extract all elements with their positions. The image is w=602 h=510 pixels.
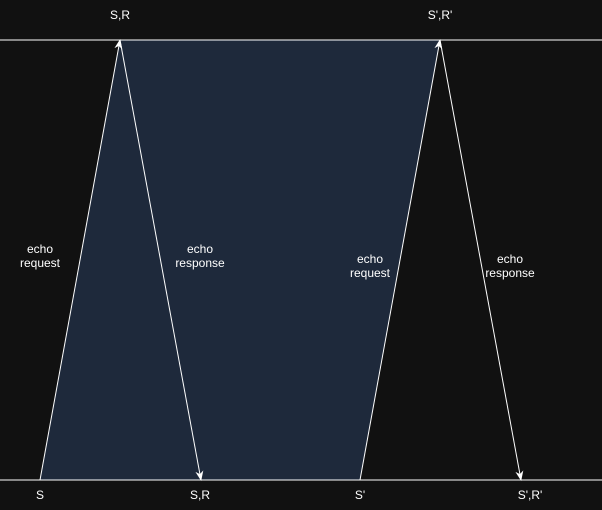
echo-request-label-2: echo request [350, 252, 391, 280]
bottom-label-sr: S,R [190, 488, 210, 502]
echo-response-label-1-line2: response [175, 256, 225, 270]
bottom-label-s-prime: S' [355, 488, 365, 502]
bottom-label-s: S [36, 488, 44, 502]
echo-response-label-2-line2: response [485, 266, 535, 280]
top-label-sr-prime: S',R' [428, 8, 453, 22]
echo-response-label-2: echo response [485, 252, 535, 280]
top-label-sr: S,R [110, 8, 130, 22]
echo-response-label-1-line1: echo [187, 242, 213, 256]
echo-request-arrow-1 [39, 39, 123, 481]
echo-request-label-1-line1: echo [27, 242, 53, 256]
echo-request-label-2-line2: request [350, 266, 391, 280]
echo-response-arrow-1 [119, 39, 204, 481]
echo-response-label-1: echo response [175, 242, 225, 270]
bottom-label-sr-prime: S',R' [518, 488, 543, 502]
echo-request-label-1: echo request [20, 242, 61, 270]
echo-request-arrow-2 [359, 39, 443, 481]
echo-request-label-2-line1: echo [357, 252, 383, 266]
echo-response-label-2-line1: echo [497, 252, 523, 266]
echo-request-label-1-line2: request [20, 256, 61, 270]
echo-response-arrow-2 [439, 39, 524, 481]
